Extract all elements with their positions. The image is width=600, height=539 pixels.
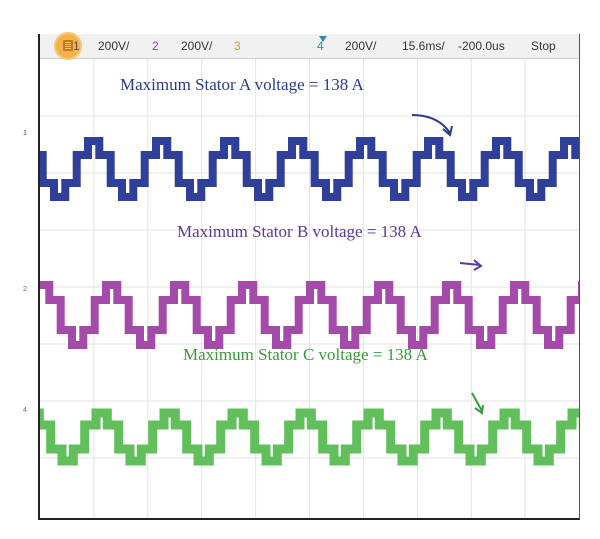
trigger-marker-icon[interactable] <box>319 36 327 42</box>
trigger-delay[interactable]: -200.0us <box>458 39 505 53</box>
timebase-setting[interactable]: 15.6ms/ <box>402 39 445 53</box>
menu-icon <box>63 40 73 51</box>
channel-4-marker[interactable]: 4 <box>23 407 27 414</box>
channel-1-number[interactable]: 1 <box>73 39 80 53</box>
channel-4-scale[interactable]: 200V/ <box>345 39 377 53</box>
annotation-arrow-b <box>459 259 483 271</box>
menu-button[interactable] <box>54 32 82 60</box>
stator-b-waveform <box>40 281 579 349</box>
annotation-stator-b: Maximum Stator B voltage = 138 A <box>177 222 422 241</box>
annotation-stator-c: Maximum Stator C voltage = 138 A <box>183 345 428 364</box>
run-stop-status[interactable]: Stop <box>531 39 556 53</box>
stator-c-waveform <box>40 408 579 466</box>
channel-1-scale[interactable]: 200V/ <box>98 39 130 53</box>
annotation-arrow-a <box>411 114 453 137</box>
channel-4-number[interactable]: 4 <box>317 39 324 53</box>
oscilloscope-toolbar: 1 200V/ 2 200V/ 3 4 200V/ 15.6ms/ -200.0… <box>40 32 579 60</box>
annotation-stator-a: Maximum Stator A voltage = 138 A <box>120 75 364 94</box>
annotation-arrow-c <box>471 392 484 415</box>
waveform-display <box>40 59 579 518</box>
channel-1-marker[interactable]: 1 <box>23 130 27 137</box>
channel-2-scale[interactable]: 200V/ <box>181 39 213 53</box>
oscilloscope-frame: 1 200V/ 2 200V/ 3 4 200V/ 15.6ms/ -200.0… <box>23 32 580 520</box>
stator-a-waveform <box>40 137 579 201</box>
channel-3-number[interactable]: 3 <box>234 39 241 53</box>
channel-2-number[interactable]: 2 <box>152 39 159 53</box>
channel-2-marker[interactable]: 2 <box>23 286 27 293</box>
